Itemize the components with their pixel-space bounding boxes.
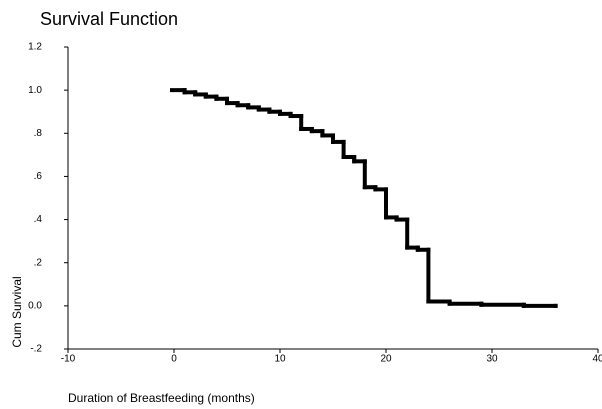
- y-tick-label: 0.0: [28, 300, 42, 311]
- x-tick-label: 10: [274, 354, 286, 365]
- y-tick-label: .4: [34, 214, 43, 225]
- x-tick-label: 0: [171, 354, 177, 365]
- x-tick-label: -10: [61, 354, 76, 365]
- chart-title: Survival Function: [40, 9, 178, 29]
- y-tick-label: .8: [34, 128, 43, 139]
- y-tick-label: 1.2: [28, 42, 42, 53]
- y-tick-label: 1.0: [28, 85, 42, 96]
- y-tick-label: -.2: [30, 344, 42, 355]
- y-tick-label: .6: [34, 171, 43, 182]
- x-tick-label: 40: [592, 354, 602, 365]
- x-tick-label: 30: [486, 354, 498, 365]
- y-axis-title: Cum Survival: [10, 276, 24, 347]
- x-axis-title: Duration of Breastfeeding (months): [68, 391, 255, 405]
- y-tick-label: .2: [34, 257, 43, 268]
- x-tick-label: 20: [380, 354, 392, 365]
